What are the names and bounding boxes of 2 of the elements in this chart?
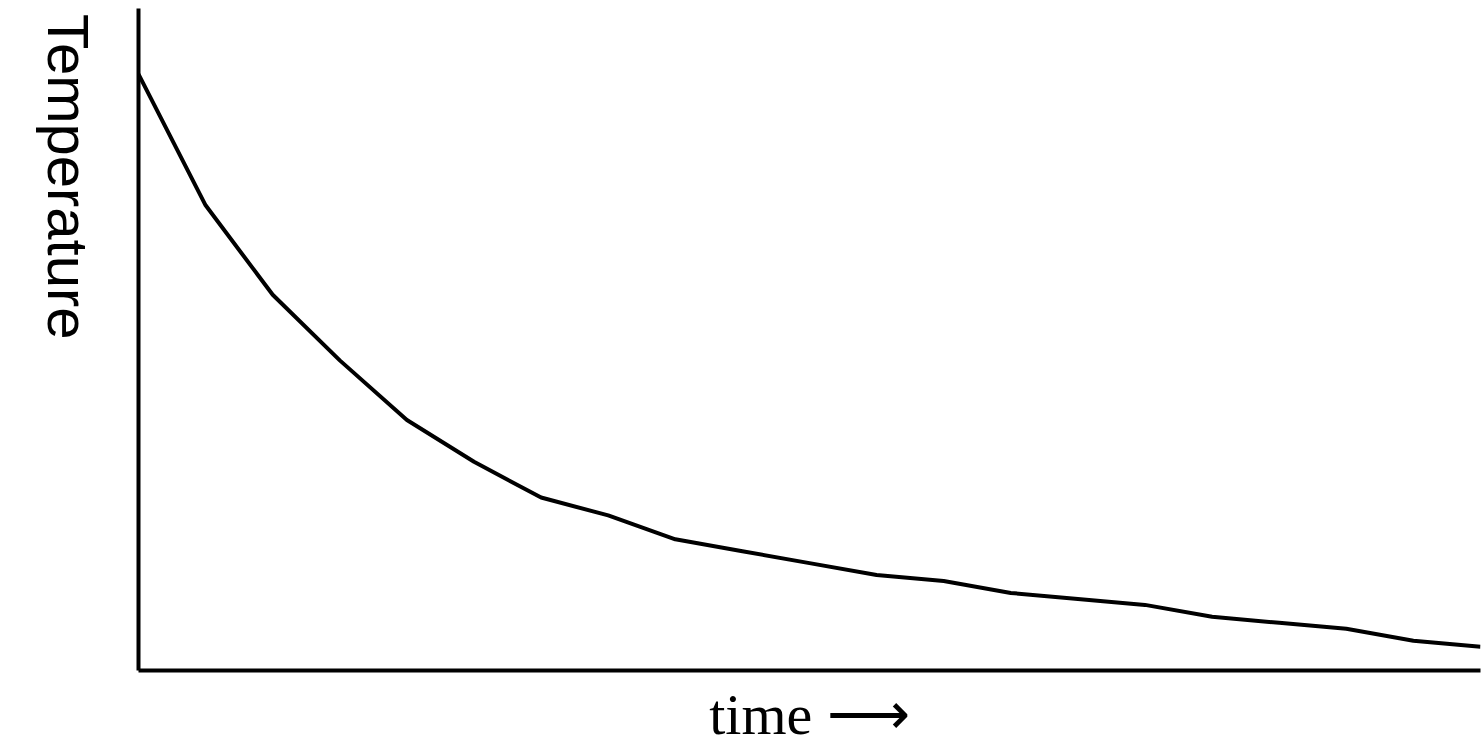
- x-axis-title: time ⟶: [709, 681, 910, 747]
- y-axis-title: Temperature: [36, 13, 101, 340]
